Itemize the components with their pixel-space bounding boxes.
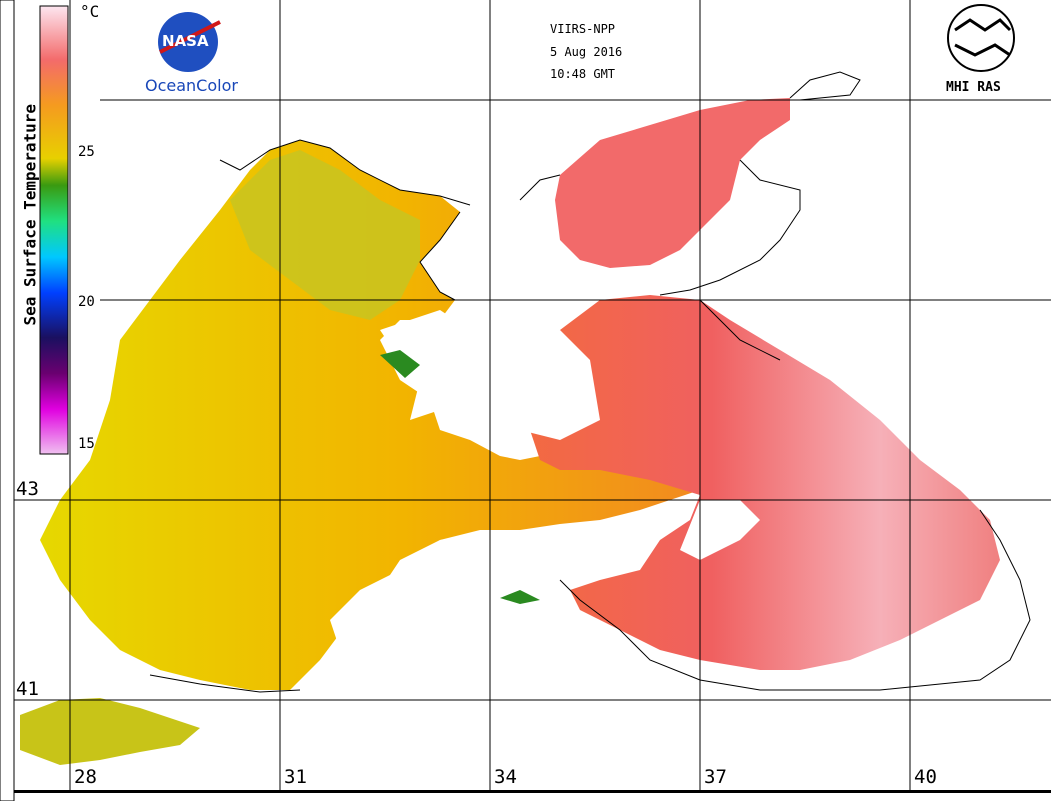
mhi-logo-mark: [954, 18, 1012, 57]
green-fringe-2: [500, 590, 540, 604]
sensor-label: VIIRS-NPP: [550, 22, 616, 36]
lat-label-43: 43: [16, 478, 39, 500]
lon-label-34: 34: [494, 766, 517, 788]
colorbar-tick-15: 15: [78, 436, 95, 452]
mhi-ras-label: MHI RAS: [946, 80, 1001, 95]
left-ruler: [0, 0, 15, 802]
western-sea-region: [40, 140, 700, 690]
nasa-badge-text: NASA: [162, 32, 209, 50]
colorbar-title: Sea Surface Temperature: [20, 103, 40, 326]
date-label: 5 Aug 2016: [550, 45, 623, 59]
marmara-sea-region: [20, 698, 200, 765]
lon-label-31: 31: [284, 766, 307, 788]
bottom-ruler: [0, 790, 1051, 801]
cloud-gap-south: [330, 530, 560, 650]
lon-label-28: 28: [74, 766, 97, 788]
mhi-logo-icon: [947, 4, 1015, 72]
lat-label-41: 41: [16, 678, 39, 700]
nasa-swoosh: [159, 20, 221, 54]
colorbar-unit: °C: [80, 2, 100, 21]
cloud-gap-north: [380, 310, 470, 420]
colorbar-gradient: [39, 5, 69, 455]
lon-label-37: 37: [704, 766, 727, 788]
oceancolor-label: OceanColor: [145, 76, 238, 95]
nw-shelf-patch: [230, 150, 420, 320]
time-label: 10:48 GMT: [550, 67, 616, 81]
nasa-logo-icon: [158, 12, 218, 72]
colorbar-tick-20: 20: [78, 294, 95, 310]
eastern-sea-region: [520, 295, 1000, 670]
lon-label-40: 40: [914, 766, 937, 788]
green-fringe-1: [380, 350, 420, 378]
cloud-gap-center: [500, 330, 600, 440]
azov-sea-region: [555, 98, 790, 268]
colorbar-tick-25: 25: [78, 144, 95, 160]
coastline-north: [219, 71, 861, 361]
